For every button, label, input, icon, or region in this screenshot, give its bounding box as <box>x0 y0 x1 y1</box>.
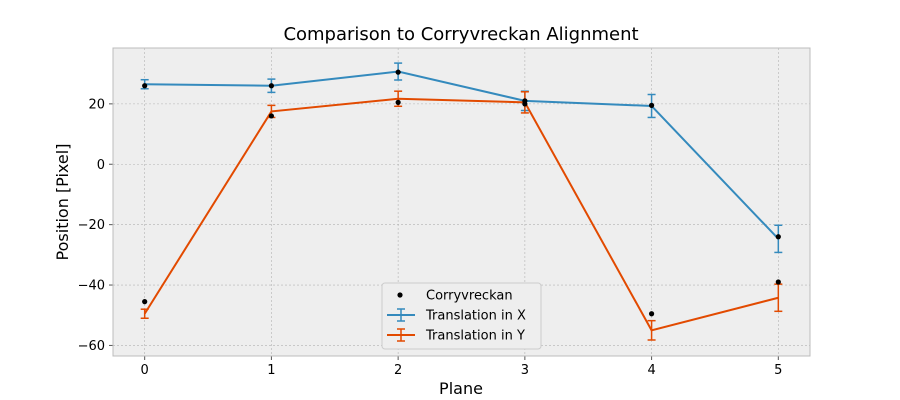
error-bar <box>647 319 656 341</box>
series-translation-x <box>140 62 783 254</box>
x-tick-label: 1 <box>267 363 275 378</box>
series-line <box>144 70 780 240</box>
legend-item: Corryvreckan <box>397 289 513 304</box>
y-tick-label: −40 <box>78 279 105 294</box>
legend-item: Translation in Y <box>387 328 525 344</box>
error-bar <box>140 308 149 320</box>
x-tick-label: 5 <box>774 363 782 378</box>
scatter-point <box>522 101 528 107</box>
scatter-point <box>648 102 655 108</box>
scatter-point <box>268 83 275 89</box>
x-axis-label: Plane <box>439 379 483 398</box>
y-tick-label: −20 <box>78 218 105 233</box>
scatter-point <box>648 311 655 317</box>
series-translation-y <box>140 90 783 341</box>
series-layer <box>140 62 783 341</box>
scatter-point <box>142 83 148 89</box>
scatter-point <box>775 279 781 285</box>
scatter-point <box>142 299 148 305</box>
y-axis-label: Position [Pixel] <box>53 144 72 261</box>
legend: Corryvreckan Translation in X Translation … <box>381 282 542 350</box>
legend-label: Translation in X <box>425 309 526 324</box>
scatter-point <box>395 99 401 105</box>
legend-label: Translation in Y <box>425 329 525 344</box>
scatter-point <box>775 234 781 240</box>
series-corryvreckan <box>142 69 781 317</box>
chart-title: Comparison to Corryvreckan Alignment <box>283 24 638 45</box>
legend-label: Corryvreckan <box>426 289 513 304</box>
x-tick-label: 0 <box>141 363 149 378</box>
x-tick-label: 3 <box>521 363 529 378</box>
axis-ticks: 0 1 2 3 4 5 −60 −40 −20 0 20 <box>78 97 783 378</box>
x-tick-label: 2 <box>394 363 402 378</box>
legend-item: Translation in X <box>387 308 526 324</box>
series-line <box>143 97 779 332</box>
y-tick-label: 0 <box>97 158 105 173</box>
y-tick-label: −60 <box>78 339 105 354</box>
y-tick-label: 20 <box>88 97 105 112</box>
legend-box <box>381 282 542 350</box>
legend-marker <box>397 292 403 298</box>
x-tick-label: 4 <box>647 363 655 378</box>
scatter-point <box>395 69 401 75</box>
scatter-point <box>268 113 275 119</box>
plot-frame <box>112 47 811 357</box>
